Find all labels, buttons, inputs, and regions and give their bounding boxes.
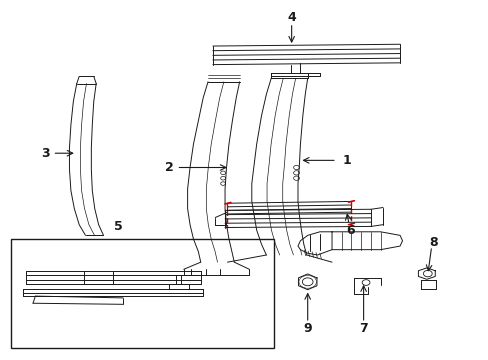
Text: 6: 6: [346, 224, 354, 237]
Text: 2: 2: [164, 161, 173, 174]
Text: 1: 1: [342, 154, 350, 167]
Text: 3: 3: [41, 147, 49, 160]
Bar: [11, 239, 273, 348]
Text: 7: 7: [359, 322, 367, 335]
Text: 4: 4: [287, 11, 295, 24]
Text: 9: 9: [303, 322, 311, 335]
Text: 5: 5: [114, 220, 122, 233]
Text: 8: 8: [428, 236, 437, 249]
